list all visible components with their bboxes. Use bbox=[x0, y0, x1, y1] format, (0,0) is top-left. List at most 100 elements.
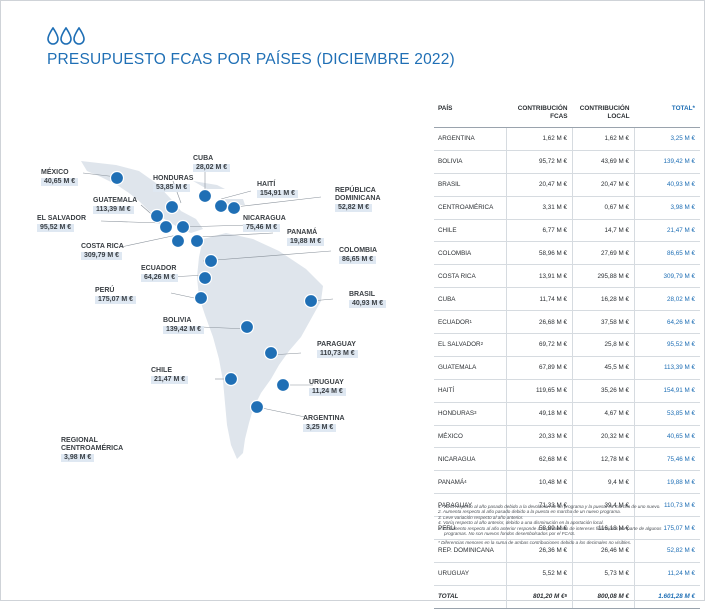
cell-total: 139,42 M € bbox=[634, 150, 700, 174]
cell-pais: URUGUAY bbox=[434, 562, 507, 586]
latin-america-map bbox=[81, 161, 334, 459]
cell-local: 37,58 M € bbox=[572, 310, 635, 335]
label-chile: CHILE 21,47 M € bbox=[151, 367, 189, 384]
cell-fcas: 10,48 M € bbox=[506, 470, 573, 495]
cell-local: 116,18 M € bbox=[572, 516, 635, 541]
cell-pais: HAITÍ bbox=[434, 379, 507, 403]
footnote: 2. Aumenta respecto al año pasado debido… bbox=[438, 509, 621, 515]
label-el-salvador: EL SALVADOR 95,52 M € bbox=[37, 215, 87, 232]
cell-local: 9,4 M € bbox=[572, 470, 635, 495]
label-brasil: BRASIL 40,93 M € bbox=[349, 291, 387, 308]
budget-table: PAÍS CONTRIBUCIÓN FCAS CONTRIBUCIÓN LOCAL … bbox=[434, 105, 700, 609]
table-row: HAITÍ 119,65 M €35,26 M €154,91 M € bbox=[434, 379, 700, 403]
footnote: 1. Varía respecto al año pasado debido a… bbox=[438, 504, 661, 509]
cell-pais: PANAMÁ4 bbox=[434, 470, 507, 495]
cell-pais: PERÚ bbox=[434, 516, 507, 541]
cell-total-local: 800,08 M € bbox=[572, 585, 635, 609]
label-honduras: HONDURAS 53,85 M € bbox=[153, 175, 194, 192]
cell-total: 28,02 M € bbox=[634, 287, 700, 312]
table-row: COLOMBIA 58,96 M €27,69 M €86,65 M € bbox=[434, 241, 700, 266]
cell-fcas: 3,31 M € bbox=[506, 196, 573, 220]
cell-total: 19,88 M € bbox=[634, 470, 700, 495]
cell-total: 75,46 M € bbox=[634, 447, 700, 472]
cell-local: 43,69 M € bbox=[572, 150, 635, 174]
cell-total: 175,07 M € bbox=[634, 516, 700, 541]
cell-pais: BOLIVIA bbox=[434, 150, 507, 174]
cell-local: 20,32 M € bbox=[572, 425, 635, 449]
table-row: ARGENTINA 1,62 M €1,62 M €3,25 M € bbox=[434, 127, 700, 151]
cell-total: 64,26 M € bbox=[634, 310, 700, 335]
south-america-shape bbox=[197, 233, 323, 459]
header-fcas: CONTRIBUCIÓN FCAS bbox=[506, 105, 573, 128]
cell-fcas: 26,36 M € bbox=[506, 539, 573, 563]
table-total-row: TOTAL 801,20 M €5 800,08 M €1.601,28 M € bbox=[434, 585, 700, 609]
label-bolivia: BOLIVIA 139,42 M € bbox=[163, 317, 205, 334]
table-row: CENTROAMÉRICA 3,31 M €0,67 M €3,98 M € bbox=[434, 196, 700, 220]
footnote-star: * Diferencias menores en la suma de amba… bbox=[438, 540, 632, 546]
cell-fcas: 71,33 M € bbox=[506, 493, 573, 518]
table-row: BRASIL 20,47 M €20,47 M €40,93 M € bbox=[434, 173, 700, 197]
cell-pais: EL SALVADOR2 bbox=[434, 333, 507, 357]
cell-total: 3,98 M € bbox=[634, 196, 700, 220]
label-uruguay: URUGUAY 11,24 M € bbox=[309, 379, 346, 396]
cell-local: 45,5 M € bbox=[572, 356, 635, 380]
cell-local: 39,4 M € bbox=[572, 493, 635, 518]
cell-fcas: 58,89 M € bbox=[506, 516, 573, 541]
cell-local: 4,67 M € bbox=[572, 402, 635, 426]
cell-fcas: 11,74 M € bbox=[506, 287, 573, 312]
cell-pais: COSTA RICA bbox=[434, 264, 507, 289]
cell-fcas: 20,47 M € bbox=[506, 173, 573, 197]
cell-pais: ECUADOR1 bbox=[434, 310, 507, 335]
cell-total-label: TOTAL bbox=[434, 585, 507, 609]
cell-local: 1,62 M € bbox=[572, 127, 635, 151]
cell-local: 295,88 M € bbox=[572, 264, 635, 289]
cell-fcas: 62,68 M € bbox=[506, 447, 573, 472]
cell-fcas: 49,18 M € bbox=[506, 402, 573, 426]
table-row: GUATEMALA 67,89 M €45,5 M €113,39 M € bbox=[434, 356, 700, 380]
label-guatemala: GUATEMALA 113,39 M € bbox=[93, 197, 138, 214]
table-row: HONDURAS3 49,18 M €4,67 M €53,85 M € bbox=[434, 402, 700, 426]
table-row: BOLIVIA 95,72 M €43,69 M €139,42 M € bbox=[434, 150, 700, 174]
label-peru: PERÚ 175,07 M € bbox=[95, 287, 137, 304]
cell-pais: BRASIL bbox=[434, 173, 507, 197]
table-row: CUBA 11,74 M €16,28 M €28,02 M € bbox=[434, 287, 700, 312]
cell-total: 3,25 M € bbox=[634, 127, 700, 151]
cell-pais: COLOMBIA bbox=[434, 241, 507, 266]
cell-pais: GUATEMALA bbox=[434, 356, 507, 380]
cell-total: 21,47 M € bbox=[634, 219, 700, 243]
cell-pais: ARGENTINA bbox=[434, 127, 507, 151]
cell-fcas: 69,72 M € bbox=[506, 333, 573, 357]
cell-pais: PARAGUAY bbox=[434, 493, 507, 518]
cell-local: 27,69 M € bbox=[572, 241, 635, 266]
table-row: CHILE 6,77 M €14,7 M €21,47 M € bbox=[434, 219, 700, 243]
footnote: 3. Leve variación respecto al año anteri… bbox=[438, 514, 524, 520]
cell-fcas: 6,77 M € bbox=[506, 219, 573, 243]
table-row: NICARAGUA 62,68 M €12,78 M €75,46 M € bbox=[434, 447, 700, 472]
cell-fcas: 20,33 M € bbox=[506, 425, 573, 449]
cell-total: 53,85 M € bbox=[634, 402, 700, 426]
cell-fcas: 119,65 M € bbox=[506, 379, 573, 403]
caribbean-islands-shape bbox=[193, 181, 245, 205]
label-ecuador: ECUADOR 64,26 M € bbox=[141, 265, 179, 282]
header-total: TOTAL* bbox=[634, 105, 700, 128]
cell-total: 40,65 M € bbox=[634, 425, 700, 449]
cell-total: 113,39 M € bbox=[634, 356, 700, 380]
water-drops-icon bbox=[47, 27, 85, 45]
cell-fcas: 67,89 M € bbox=[506, 356, 573, 380]
footnotes: 1. Varía respecto al año pasado debido a… bbox=[438, 504, 678, 546]
table-row: URUGUAY 5,52 M €5,73 M €11,24 M € bbox=[434, 562, 700, 586]
table-row: COSTA RICA 13,91 M €295,88 M €309,79 M € bbox=[434, 264, 700, 289]
cell-pais: NICARAGUA bbox=[434, 447, 507, 472]
cell-total: 11,24 M € bbox=[634, 562, 700, 586]
cell-pais: CUBA bbox=[434, 287, 507, 312]
cell-local: 14,7 M € bbox=[572, 219, 635, 243]
cell-local: 5,73 M € bbox=[572, 562, 635, 586]
cell-pais: REP. DOMINICANA bbox=[434, 539, 507, 563]
cell-fcas: 95,72 M € bbox=[506, 150, 573, 174]
page-title: PRESUPUESTO FCAS POR PAÍSES (DICIEMBRE 2… bbox=[47, 51, 455, 68]
cell-total: 95,52 M € bbox=[634, 333, 700, 357]
label-panama: PANAMÁ 19,88 M € bbox=[287, 229, 325, 246]
cell-local: 0,67 M € bbox=[572, 196, 635, 220]
label-cuba: CUBA 28,02 M € bbox=[193, 155, 231, 172]
